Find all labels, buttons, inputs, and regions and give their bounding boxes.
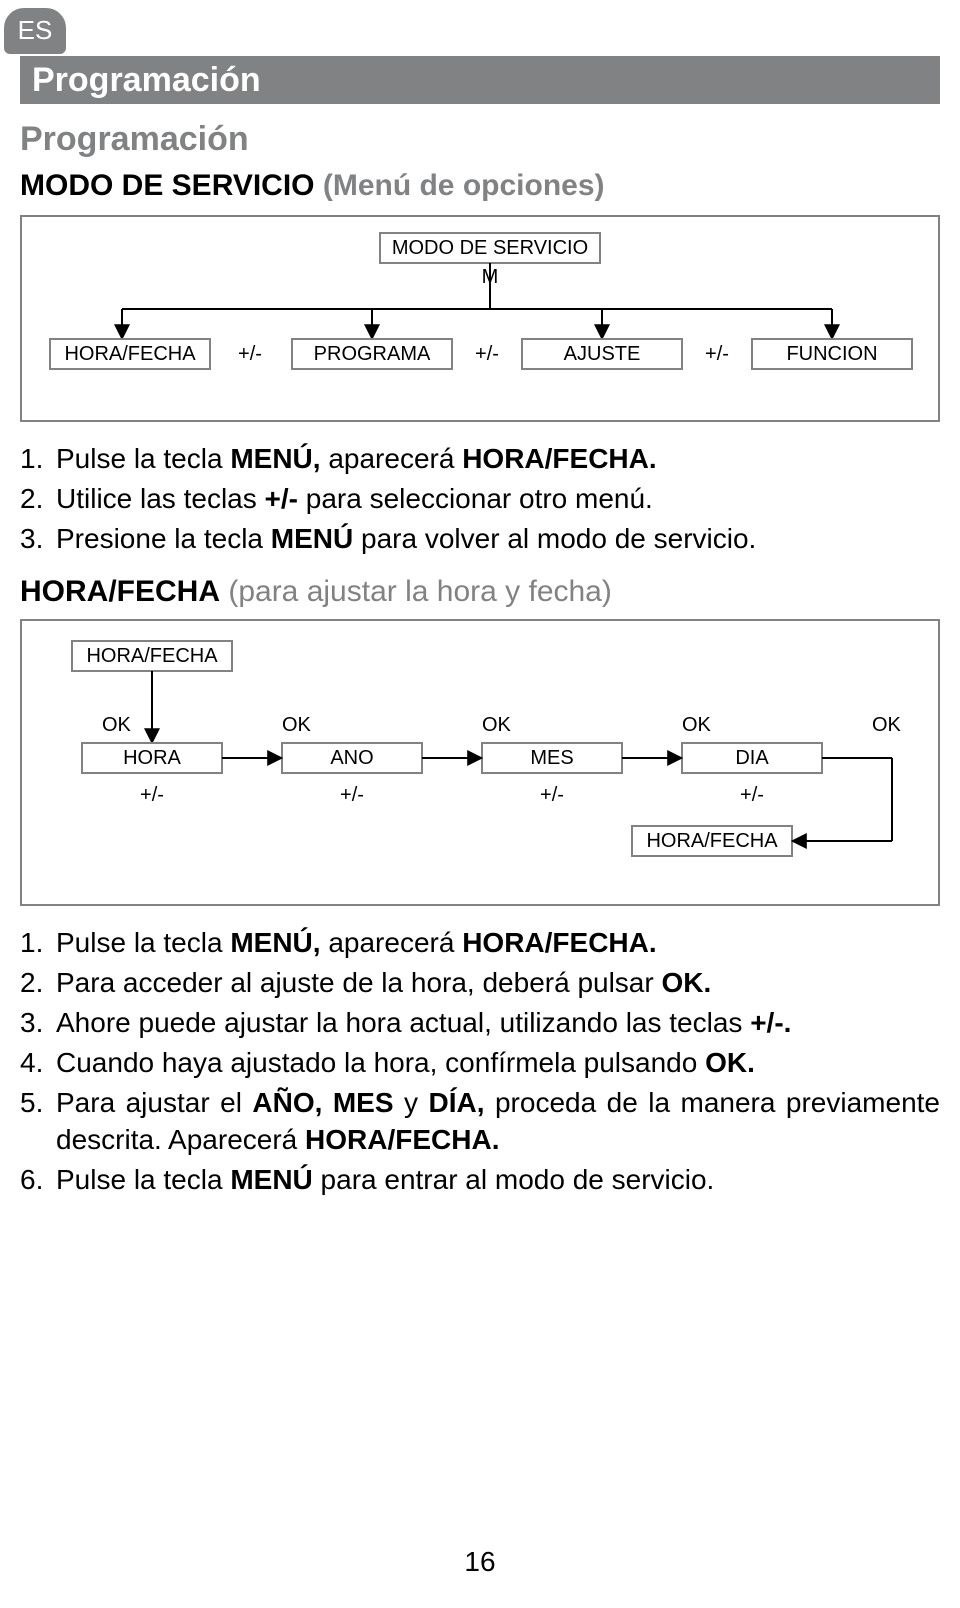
d1-node-0: HORA/FECHA <box>64 343 196 365</box>
d2-ok-2: OK <box>482 714 512 736</box>
d2-root: HORA/FECHA <box>86 645 218 667</box>
d2-return-node: HORA/FECHA <box>646 830 778 852</box>
page-number: 16 <box>0 1546 960 1578</box>
section-title-bar: Programación <box>20 56 940 104</box>
d2-node-3: DIA <box>735 747 769 769</box>
d2-adj-1: +/- <box>340 784 364 806</box>
list2-item: 4.Cuando haya ajustado la hora, confírme… <box>20 1044 940 1082</box>
d2-ok-4: OK <box>872 714 902 736</box>
d1-sep-2: +/- <box>705 343 729 365</box>
instructions-list-2: 1.Pulse la tecla MENÚ, aparecerá HORA/FE… <box>20 924 940 1199</box>
d1-sep-1: +/- <box>475 343 499 365</box>
d2-node-2: MES <box>530 747 573 769</box>
d2-ok-0: OK <box>102 714 132 736</box>
d2-ok-1: OK <box>282 714 312 736</box>
mode-heading-bold: MODO DE SERVICIO <box>20 169 315 202</box>
language-badge: ES <box>4 8 66 54</box>
list1-item: 1. Pulse la tecla MENÚ, aparecerá HORA/F… <box>20 440 940 478</box>
list2-item: 1.Pulse la tecla MENÚ, aparecerá HORA/FE… <box>20 924 940 962</box>
diagram-hora-fecha: HORA/FECHA OK OK OK OK OK HORA ANO MES D… <box>20 619 940 906</box>
mode-heading: MODO DE SERVICIO (Menú de opciones) <box>20 169 940 203</box>
diagram-service-mode: MODO DE SERVICIO M HORA/FECHA PROGRAMA <box>20 215 940 422</box>
d1-node-1: PROGRAMA <box>314 343 431 365</box>
d2-adj-2: +/- <box>540 784 564 806</box>
list2-item: 6.Pulse la tecla MENÚ para entrar al mod… <box>20 1161 940 1199</box>
d1-root: MODO DE SERVICIO <box>392 237 588 259</box>
list2-item: 2.Para acceder al ajuste de la hora, deb… <box>20 964 940 1002</box>
d2-node-0: HORA <box>123 747 181 769</box>
page-heading: Programación <box>20 120 940 159</box>
d1-node-3: FUNCION <box>786 343 877 365</box>
d2-adj-0: +/- <box>140 784 164 806</box>
list2-item: 5.Para ajustar el AÑO, MES y DÍA, proced… <box>20 1084 940 1160</box>
d1-sep-0: +/- <box>238 343 262 365</box>
list2-item: 3.Ahore puede ajustar la hora actual, ut… <box>20 1004 940 1042</box>
list1-item: 2. Utilice las teclas +/- para seleccion… <box>20 480 940 518</box>
mode-heading-light: (Menú de opciones) <box>315 169 605 202</box>
d2-ok-3: OK <box>682 714 712 736</box>
d2-adj-3: +/- <box>740 784 764 806</box>
list1-item: 3. Presione la tecla MENÚ para volver al… <box>20 520 940 558</box>
d1-node-2: AJUSTE <box>564 343 641 365</box>
instructions-list-1: 1. Pulse la tecla MENÚ, aparecerá HORA/F… <box>20 440 940 557</box>
subheading-hora-fecha: HORA/FECHA (para ajustar la hora y fecha… <box>20 575 940 609</box>
d2-node-1: ANO <box>330 747 373 769</box>
